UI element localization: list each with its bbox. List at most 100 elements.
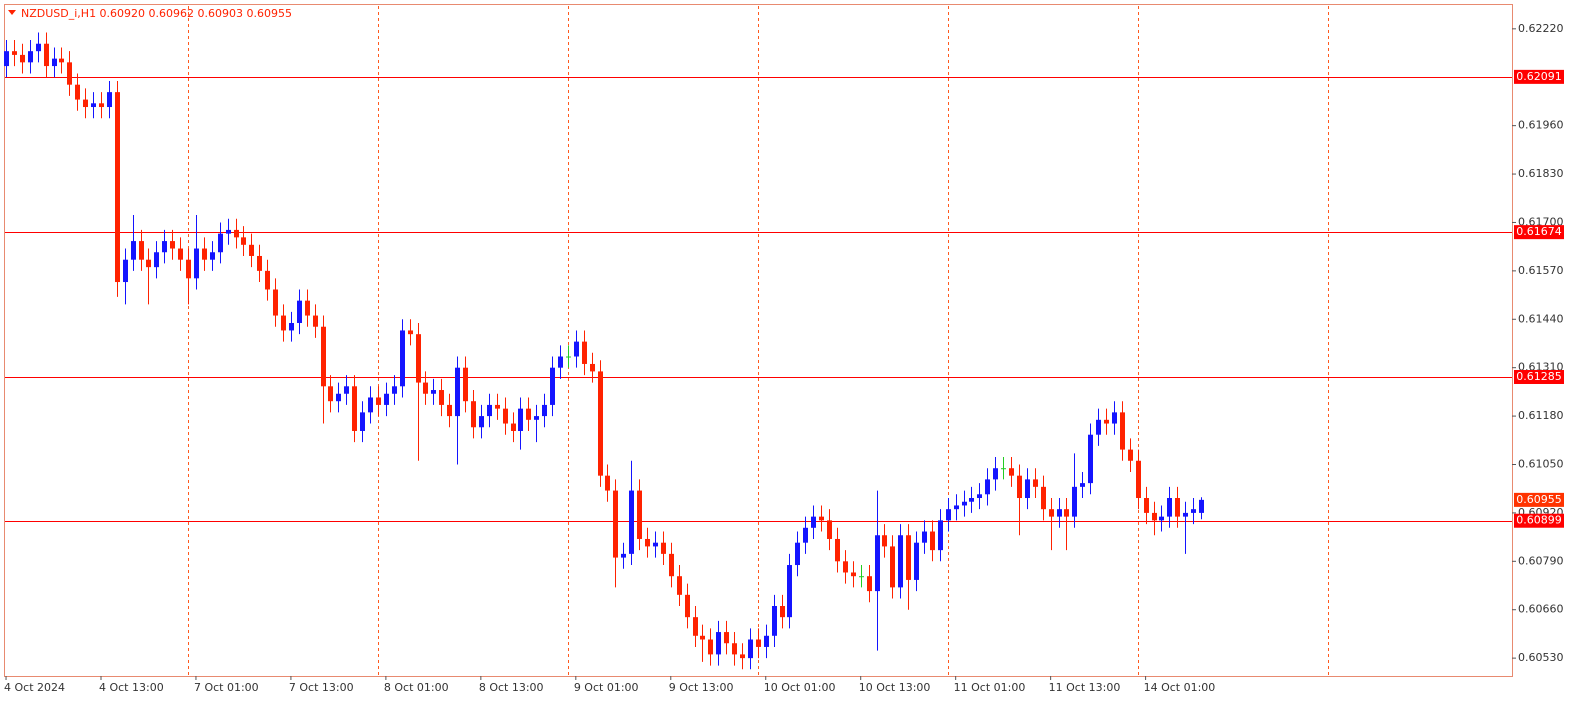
y-tick-label: 0.60790 [1518, 554, 1564, 567]
candle-body [1128, 449, 1133, 461]
level-box [1514, 225, 1564, 240]
candle-body [218, 233, 223, 253]
candle-body [416, 334, 421, 383]
candle-body [875, 535, 880, 592]
y-tick-label: 0.61830 [1518, 167, 1564, 180]
candle-body [700, 635, 705, 640]
candle-body [400, 330, 405, 387]
candle-body [146, 259, 151, 268]
candle-body [28, 51, 33, 63]
x-tick-label: 8 Oct 01:00 [384, 681, 449, 694]
candle-body [139, 241, 144, 260]
current-price-box [1514, 492, 1564, 507]
level-box [1514, 369, 1564, 384]
candle-body [977, 494, 982, 499]
candle-body [1009, 468, 1014, 476]
candle-body [962, 501, 967, 506]
candle-body [344, 386, 349, 394]
candle-body [906, 535, 911, 580]
candle-body [99, 103, 104, 108]
candle-body [605, 475, 610, 491]
candle-body [590, 363, 595, 372]
candle-body [1096, 419, 1101, 435]
candle-body [1152, 512, 1157, 521]
candle-body [1120, 412, 1125, 450]
candle-body [234, 229, 239, 238]
candle-body [431, 390, 436, 394]
candle-body [1191, 509, 1196, 513]
candle-body [795, 542, 800, 566]
y-tick-label: 0.60530 [1518, 651, 1564, 664]
candle-body [52, 58, 57, 67]
y-tick-label: 0.62220 [1518, 22, 1564, 35]
candle-body [827, 520, 832, 539]
level-label: 0.60899 [1516, 514, 1562, 527]
candle-body [265, 270, 270, 290]
y-tick-label: 0.60660 [1518, 603, 1564, 616]
candle-body [1001, 468, 1006, 470]
candle-body [819, 516, 824, 521]
candle-body [922, 531, 927, 543]
candle-body [170, 241, 175, 249]
candle-body [352, 386, 357, 431]
candle-body [780, 605, 785, 618]
candle-body [194, 248, 199, 279]
candle-body [439, 390, 444, 405]
candle-body [566, 356, 571, 358]
candle-body [289, 322, 294, 331]
candle-body [716, 632, 721, 655]
x-tick-label: 7 Oct 13:00 [289, 681, 354, 694]
candle-body [550, 367, 555, 405]
candle-body [115, 92, 120, 283]
x-tick-label: 4 Oct 2024 [4, 681, 65, 694]
candle-body [534, 416, 539, 420]
candle-body [645, 538, 650, 547]
candle-body [4, 51, 9, 67]
candle-body [1033, 479, 1038, 487]
candle-body [123, 259, 128, 283]
candle-body [1136, 460, 1141, 499]
candle-body [479, 416, 484, 428]
candle-body [226, 229, 231, 234]
candle-body [724, 632, 729, 644]
candle-body [241, 237, 246, 245]
candle-body [59, 58, 64, 63]
candle-body [463, 367, 468, 402]
candle-body [969, 498, 974, 502]
candle-body [1112, 412, 1117, 424]
candle-body [210, 252, 215, 260]
candle-body [677, 576, 682, 595]
symbol-marker [8, 10, 16, 15]
candle-body [313, 315, 318, 327]
candle-body [1175, 498, 1180, 517]
candle-body [613, 490, 618, 558]
candle-body [867, 576, 872, 592]
candle-body [12, 51, 17, 55]
level-label: 0.61674 [1516, 225, 1562, 238]
x-tick-label: 7 Oct 01:00 [194, 681, 259, 694]
candle-body [487, 404, 492, 417]
candle-body [653, 542, 658, 547]
candle-body [740, 654, 745, 659]
candle-body [107, 92, 112, 108]
x-tick-label: 10 Oct 13:00 [859, 681, 931, 694]
candle-body [321, 326, 326, 387]
y-tick-label: 0.61180 [1518, 409, 1564, 422]
candle-body [598, 371, 603, 476]
y-tick-label: 0.61570 [1518, 264, 1564, 277]
candle-body [1072, 486, 1077, 517]
candle-body [336, 393, 341, 402]
candle-body [44, 43, 49, 67]
level-label: 0.61285 [1516, 370, 1562, 383]
candle-body [582, 341, 587, 364]
plot-frame [4, 4, 1513, 677]
candle-body [803, 527, 808, 543]
candle-body [1017, 475, 1022, 499]
candle-body [558, 356, 563, 368]
candle-body [297, 300, 302, 323]
candle-body [732, 643, 737, 655]
candle-body [954, 505, 959, 510]
candle-body [1025, 479, 1030, 499]
candle-body [756, 639, 761, 647]
candle-body [408, 330, 413, 335]
